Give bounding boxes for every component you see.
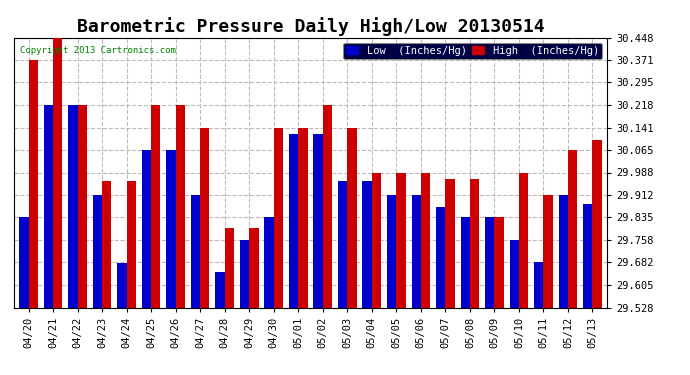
Bar: [411, 195, 421, 308]
Bar: [421, 172, 430, 308]
Bar: [544, 195, 553, 308]
Bar: [191, 195, 200, 308]
Bar: [387, 195, 396, 308]
Bar: [19, 217, 28, 308]
Bar: [53, 38, 62, 308]
Bar: [77, 105, 87, 308]
Bar: [568, 150, 578, 308]
Bar: [151, 105, 161, 308]
Bar: [166, 150, 176, 308]
Title: Barometric Pressure Daily High/Low 20130514: Barometric Pressure Daily High/Low 20130…: [77, 17, 544, 36]
Bar: [559, 195, 568, 308]
Text: Copyright 2013 Cartronics.com: Copyright 2013 Cartronics.com: [20, 46, 176, 55]
Bar: [126, 181, 136, 308]
Bar: [225, 228, 234, 308]
Bar: [372, 172, 381, 308]
Bar: [92, 195, 102, 308]
Bar: [347, 128, 357, 308]
Bar: [240, 240, 249, 308]
Bar: [249, 228, 259, 308]
Bar: [485, 217, 495, 308]
Bar: [583, 204, 593, 308]
Bar: [28, 60, 38, 308]
Bar: [323, 105, 332, 308]
Bar: [200, 128, 210, 308]
Bar: [289, 134, 298, 308]
Bar: [264, 217, 274, 308]
Bar: [470, 179, 479, 308]
Bar: [298, 128, 308, 308]
Bar: [43, 105, 53, 308]
Bar: [117, 263, 126, 308]
Bar: [142, 150, 151, 308]
Bar: [495, 217, 504, 308]
Bar: [510, 240, 519, 308]
Bar: [460, 217, 470, 308]
Bar: [445, 179, 455, 308]
Bar: [176, 105, 185, 308]
Bar: [519, 172, 529, 308]
Legend: Low  (Inches/Hg), High  (Inches/Hg): Low (Inches/Hg), High (Inches/Hg): [343, 43, 602, 59]
Bar: [313, 134, 323, 308]
Bar: [338, 181, 347, 308]
Bar: [396, 172, 406, 308]
Bar: [102, 181, 111, 308]
Bar: [274, 128, 283, 308]
Bar: [362, 181, 372, 308]
Bar: [68, 105, 77, 308]
Bar: [593, 140, 602, 308]
Bar: [436, 207, 445, 308]
Bar: [215, 272, 225, 308]
Bar: [534, 262, 544, 308]
